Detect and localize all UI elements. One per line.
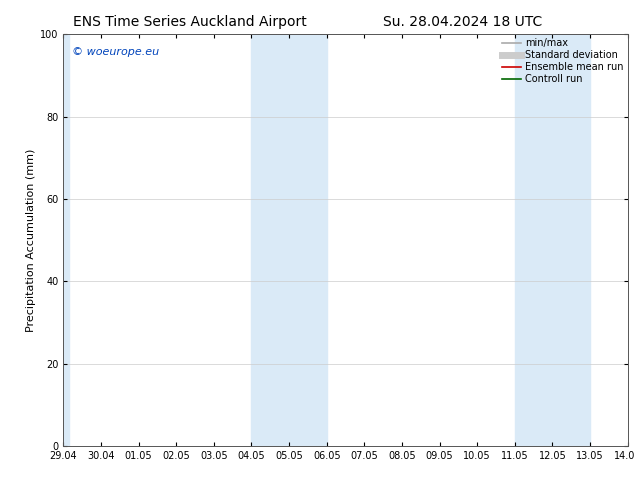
Bar: [515, 34, 590, 446]
Text: Su. 28.04.2024 18 UTC: Su. 28.04.2024 18 UTC: [383, 15, 543, 29]
Text: ENS Time Series Auckland Airport: ENS Time Series Auckland Airport: [74, 15, 307, 29]
Bar: [63, 34, 69, 446]
Y-axis label: Precipitation Accumulation (mm): Precipitation Accumulation (mm): [26, 148, 36, 332]
Bar: [252, 34, 327, 446]
Title: ENS Time Series Auckland Airport    Su. 28.04.2024 18 UTC: ENS Time Series Auckland Airport Su. 28.…: [0, 489, 1, 490]
Text: © woeurope.eu: © woeurope.eu: [72, 47, 159, 57]
Legend: min/max, Standard deviation, Ensemble mean run, Controll run: min/max, Standard deviation, Ensemble me…: [500, 36, 626, 86]
